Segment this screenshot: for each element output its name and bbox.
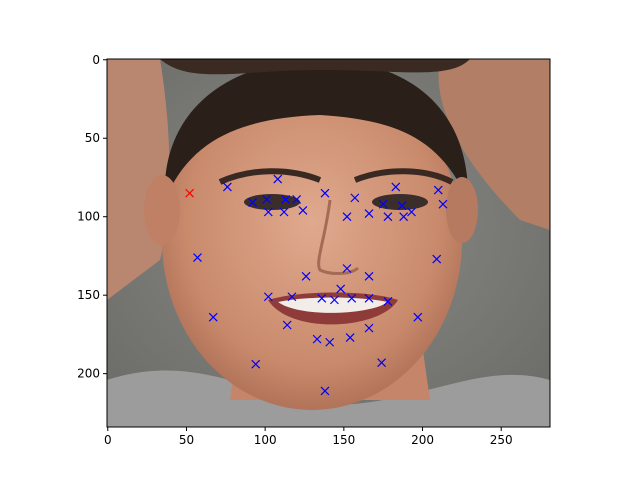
landmark-point-marker xyxy=(282,320,292,330)
face-photo xyxy=(107,59,550,427)
landmark-point-marker xyxy=(336,284,346,294)
landmark-point-marker xyxy=(273,174,283,184)
y-tick-label: 100 xyxy=(77,210,100,224)
landmark-point-marker xyxy=(364,271,374,281)
landmark-point-marker xyxy=(407,207,416,217)
landmark-point-marker xyxy=(433,185,443,195)
y-tick-label: 200 xyxy=(77,367,100,381)
y-tick-label: 0 xyxy=(92,53,100,67)
landmark-point-marker xyxy=(432,254,442,264)
x-tick-label: 50 xyxy=(179,433,194,447)
landmark-point-marker xyxy=(350,193,360,203)
landmark-point-marker xyxy=(347,293,357,303)
landmark-point-marker xyxy=(279,207,289,217)
landmark-point-marker xyxy=(399,212,409,222)
x-tick-label: 150 xyxy=(332,433,355,447)
landmark-point-marker xyxy=(342,264,352,273)
landmark-point-marker xyxy=(251,359,261,369)
y-tick-label: 150 xyxy=(77,288,100,302)
data-markers xyxy=(185,174,448,396)
landmark-point-marker xyxy=(345,333,355,342)
landmark-point-marker xyxy=(377,358,387,368)
landmark-point-marker xyxy=(208,312,218,322)
landmark-point-marker xyxy=(342,212,352,222)
landmark-point-marker xyxy=(383,297,393,306)
landmark-point-marker xyxy=(263,207,273,217)
landmark-point-marker xyxy=(262,195,272,204)
landmark-point-marker xyxy=(263,292,273,302)
plot-frame xyxy=(106,58,551,428)
x-tick-label: 200 xyxy=(411,433,434,447)
landmark-point-marker xyxy=(287,292,297,302)
highlight-point-marker xyxy=(185,188,195,198)
landmark-point-marker xyxy=(292,195,302,204)
landmark-point-marker xyxy=(317,293,327,303)
landmark-point-marker xyxy=(320,188,330,198)
landmark-point-marker xyxy=(312,334,322,344)
x-tick-label: 100 xyxy=(254,433,277,447)
landmark-point-marker xyxy=(383,212,393,222)
landmark-point-marker xyxy=(222,182,232,192)
landmark-point-marker xyxy=(378,199,388,209)
axis-ticks: 0 50 100 150 200 250 0 50 100 150 200 xyxy=(77,53,513,447)
landmark-point-marker xyxy=(281,195,291,204)
landmark-point-marker xyxy=(193,253,202,262)
landmark-point-marker xyxy=(320,386,330,396)
landmark-point-marker xyxy=(397,201,407,211)
landmark-point-marker xyxy=(364,209,374,219)
landmark-point-marker xyxy=(248,198,257,208)
landmark-point-marker xyxy=(325,337,335,347)
x-tick-label: 250 xyxy=(490,433,513,447)
landmark-point-marker xyxy=(391,182,401,192)
landmark-point-marker xyxy=(413,312,423,322)
x-tick-label: 0 xyxy=(104,433,112,447)
landmark-point-marker xyxy=(438,199,448,209)
landmark-point-marker xyxy=(364,293,374,303)
landmark-point-marker xyxy=(364,323,374,333)
landmark-point-marker xyxy=(298,206,308,215)
y-tick-label: 50 xyxy=(85,131,100,145)
landmark-point-marker xyxy=(329,295,339,305)
landmark-point-marker xyxy=(301,271,311,281)
